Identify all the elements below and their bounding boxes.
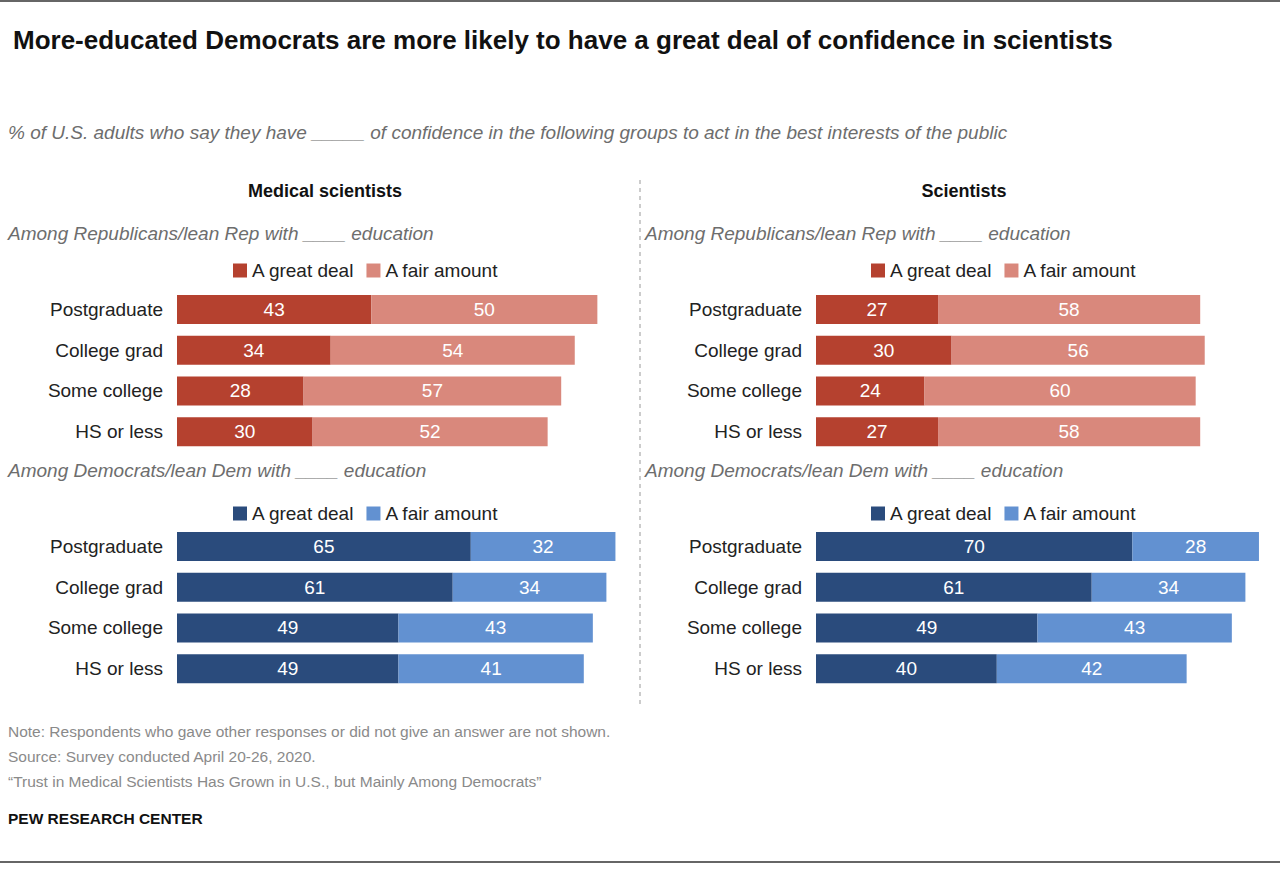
svg-text:52: 52 xyxy=(420,421,441,442)
svg-text:56: 56 xyxy=(1068,340,1089,361)
svg-text:34: 34 xyxy=(1158,577,1180,598)
svg-text:College grad: College grad xyxy=(55,340,163,361)
svg-text:Source: Survey conducted April: Source: Survey conducted April 20-26, 20… xyxy=(8,748,316,765)
svg-text:34: 34 xyxy=(519,577,541,598)
svg-text:College grad: College grad xyxy=(694,577,802,598)
svg-text:30: 30 xyxy=(873,340,894,361)
svg-text:A fair amount: A fair amount xyxy=(385,503,498,524)
svg-text:27: 27 xyxy=(866,299,887,320)
svg-text:Some college: Some college xyxy=(48,617,163,638)
svg-text:28: 28 xyxy=(230,380,251,401)
svg-text:27: 27 xyxy=(866,421,887,442)
svg-text:“Trust in Medical Scientists H: “Trust in Medical Scientists Has Grown i… xyxy=(8,773,542,790)
svg-text:Postgraduate: Postgraduate xyxy=(689,299,802,320)
svg-text:Some college: Some college xyxy=(687,380,802,401)
svg-text:43: 43 xyxy=(485,617,506,638)
svg-text:54: 54 xyxy=(442,340,464,361)
svg-text:49: 49 xyxy=(277,658,298,679)
svg-text:Some college: Some college xyxy=(687,617,802,638)
svg-text:58: 58 xyxy=(1059,299,1080,320)
svg-text:Postgraduate: Postgraduate xyxy=(50,536,163,557)
svg-text:49: 49 xyxy=(277,617,298,638)
svg-text:Scientists: Scientists xyxy=(921,181,1006,201)
svg-text:HS or less: HS or less xyxy=(714,421,802,442)
svg-text:Among Democrats/lean Dem with: Among Democrats/lean Dem with ____ educa… xyxy=(7,460,426,481)
svg-text:Postgraduate: Postgraduate xyxy=(50,299,163,320)
svg-text:Among Republicans/lean Rep wit: Among Republicans/lean Rep with ____ edu… xyxy=(644,223,1071,244)
svg-text:Note: Respondents who gave oth: Note: Respondents who gave other respons… xyxy=(8,723,610,740)
svg-text:College grad: College grad xyxy=(694,340,802,361)
svg-text:Postgraduate: Postgraduate xyxy=(689,536,802,557)
svg-text:A great deal: A great deal xyxy=(252,503,353,524)
svg-text:28: 28 xyxy=(1185,536,1206,557)
svg-text:HS or less: HS or less xyxy=(714,658,802,679)
svg-text:50: 50 xyxy=(474,299,495,320)
svg-text:40: 40 xyxy=(896,658,917,679)
svg-text:More-educated Democrats are mo: More-educated Democrats are more likely … xyxy=(13,25,1113,55)
svg-text:30: 30 xyxy=(234,421,255,442)
svg-text:Among Republicans/lean Rep wit: Among Republicans/lean Rep with ____ edu… xyxy=(7,223,434,244)
svg-text:42: 42 xyxy=(1081,658,1102,679)
svg-text:43: 43 xyxy=(1124,617,1145,638)
svg-text:34: 34 xyxy=(243,340,265,361)
svg-text:60: 60 xyxy=(1050,380,1071,401)
svg-text:24: 24 xyxy=(860,380,882,401)
svg-text:A great deal: A great deal xyxy=(252,260,353,281)
svg-text:61: 61 xyxy=(304,577,325,598)
svg-text:65: 65 xyxy=(313,536,334,557)
svg-text:HS or less: HS or less xyxy=(75,421,163,442)
svg-text:41: 41 xyxy=(481,658,502,679)
svg-text:49: 49 xyxy=(916,617,937,638)
svg-text:A fair amount: A fair amount xyxy=(1023,503,1136,524)
svg-text:Among Democrats/lean Dem with: Among Democrats/lean Dem with ____ educa… xyxy=(644,460,1063,481)
svg-text:A fair amount: A fair amount xyxy=(1023,260,1136,281)
svg-text:32: 32 xyxy=(533,536,554,557)
svg-text:Some college: Some college xyxy=(48,380,163,401)
svg-text:61: 61 xyxy=(943,577,964,598)
svg-text:College grad: College grad xyxy=(55,577,163,598)
svg-text:A great deal: A great deal xyxy=(890,503,991,524)
svg-text:A fair amount: A fair amount xyxy=(385,260,498,281)
svg-text:58: 58 xyxy=(1059,421,1080,442)
svg-text:A great deal: A great deal xyxy=(890,260,991,281)
svg-text:% of U.S. adults who say they: % of U.S. adults who say they have _____… xyxy=(8,122,1008,143)
svg-text:43: 43 xyxy=(264,299,285,320)
svg-text:HS or less: HS or less xyxy=(75,658,163,679)
svg-text:Medical scientists: Medical scientists xyxy=(248,181,402,201)
svg-text:57: 57 xyxy=(422,380,443,401)
svg-text:70: 70 xyxy=(964,536,985,557)
svg-text:PEW RESEARCH CENTER: PEW RESEARCH CENTER xyxy=(8,810,203,827)
